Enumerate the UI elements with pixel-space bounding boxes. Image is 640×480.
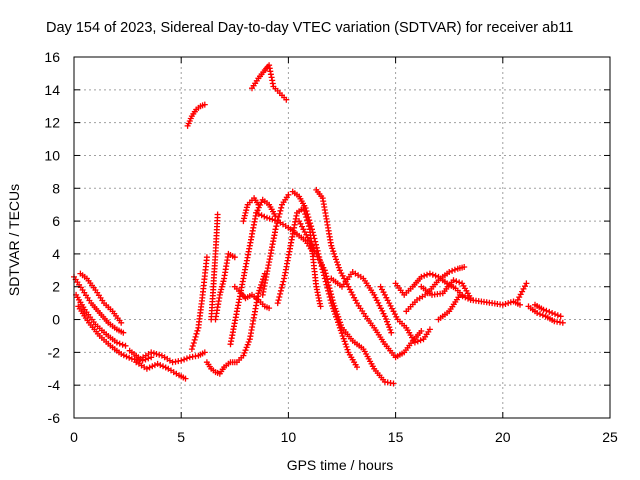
series-arc29 [525,303,566,326]
y-tick-label: 6 [52,213,60,229]
series-arc26 [418,277,474,302]
plus-markers [435,291,523,323]
plus-markers [418,277,474,302]
series-arc20 [296,218,397,387]
plus-markers [212,250,238,323]
series-arc22 [328,269,395,336]
y-tick-label: 0 [52,312,60,328]
plus-markers [328,269,395,336]
series-arc7 [188,254,210,353]
plus-markers [313,186,425,361]
axis-ticks: 0 5 10 15 20 25 -6 -4 -2 0 2 4 6 8 10 12 14 16 [44,49,618,445]
y-tick-label: 16 [44,49,60,65]
data-series [71,62,566,387]
series-arc4 [77,270,125,326]
series-arc6 [133,359,189,382]
plus-markers [73,291,129,349]
series-arc17 [184,101,208,129]
series-arc13 [240,195,262,225]
plus-markers [184,101,208,129]
plus-markers [126,347,208,366]
series-arc27 [435,291,523,323]
plus-markers [227,196,279,348]
plus-markers [259,191,292,298]
y-tick-label: -6 [48,410,61,426]
series-arc21 [313,186,425,361]
series-arc30 [532,301,564,320]
x-tick-label: 15 [388,429,404,445]
grid-lines [74,57,610,418]
plus-markers [514,280,530,303]
x-axis-label: GPS time / hours [287,457,394,473]
y-tick-label: 14 [44,82,60,98]
plus-markers [208,211,221,323]
chart-title: Day 154 of 2023, Sidereal Day-to-day VTE… [46,20,573,36]
series-arc23 [377,283,433,346]
y-tick-label: -4 [48,377,61,393]
plot-frame [73,56,611,419]
y-axis-label: SDTVAR / TECUs [6,184,22,296]
plus-markers [532,301,564,320]
series-arc12 [227,196,279,348]
x-tick-label: 5 [177,429,185,445]
plus-markers [249,62,290,103]
y-tick-label: 10 [44,147,60,163]
series-arc8 [203,270,268,377]
plus-markers [133,359,189,382]
plus-markers [377,283,433,346]
y-tick-label: 8 [52,180,60,196]
series-arc5 [126,347,208,366]
series-arc9 [208,211,221,323]
y-tick-label: -2 [48,344,61,360]
x-tick-label: 0 [70,429,78,445]
plus-markers [188,254,210,353]
plus-markers [75,303,155,364]
series-arc28 [514,280,530,303]
plus-markers [296,218,397,387]
y-tick-label: 2 [52,279,60,295]
series-arc18 [249,62,290,103]
plus-markers [203,270,268,377]
y-tick-label: 12 [44,115,60,131]
series-arc14 [259,191,292,298]
x-tick-label: 25 [602,429,618,445]
plus-markers [240,195,262,225]
x-tick-label: 10 [281,429,297,445]
plus-markers [77,270,125,326]
plus-markers [525,303,566,326]
series-arc2 [73,291,129,349]
series-arc10 [212,250,238,323]
series-arc3 [75,303,155,364]
x-tick-label: 20 [495,429,511,445]
y-tick-label: 4 [52,246,60,262]
